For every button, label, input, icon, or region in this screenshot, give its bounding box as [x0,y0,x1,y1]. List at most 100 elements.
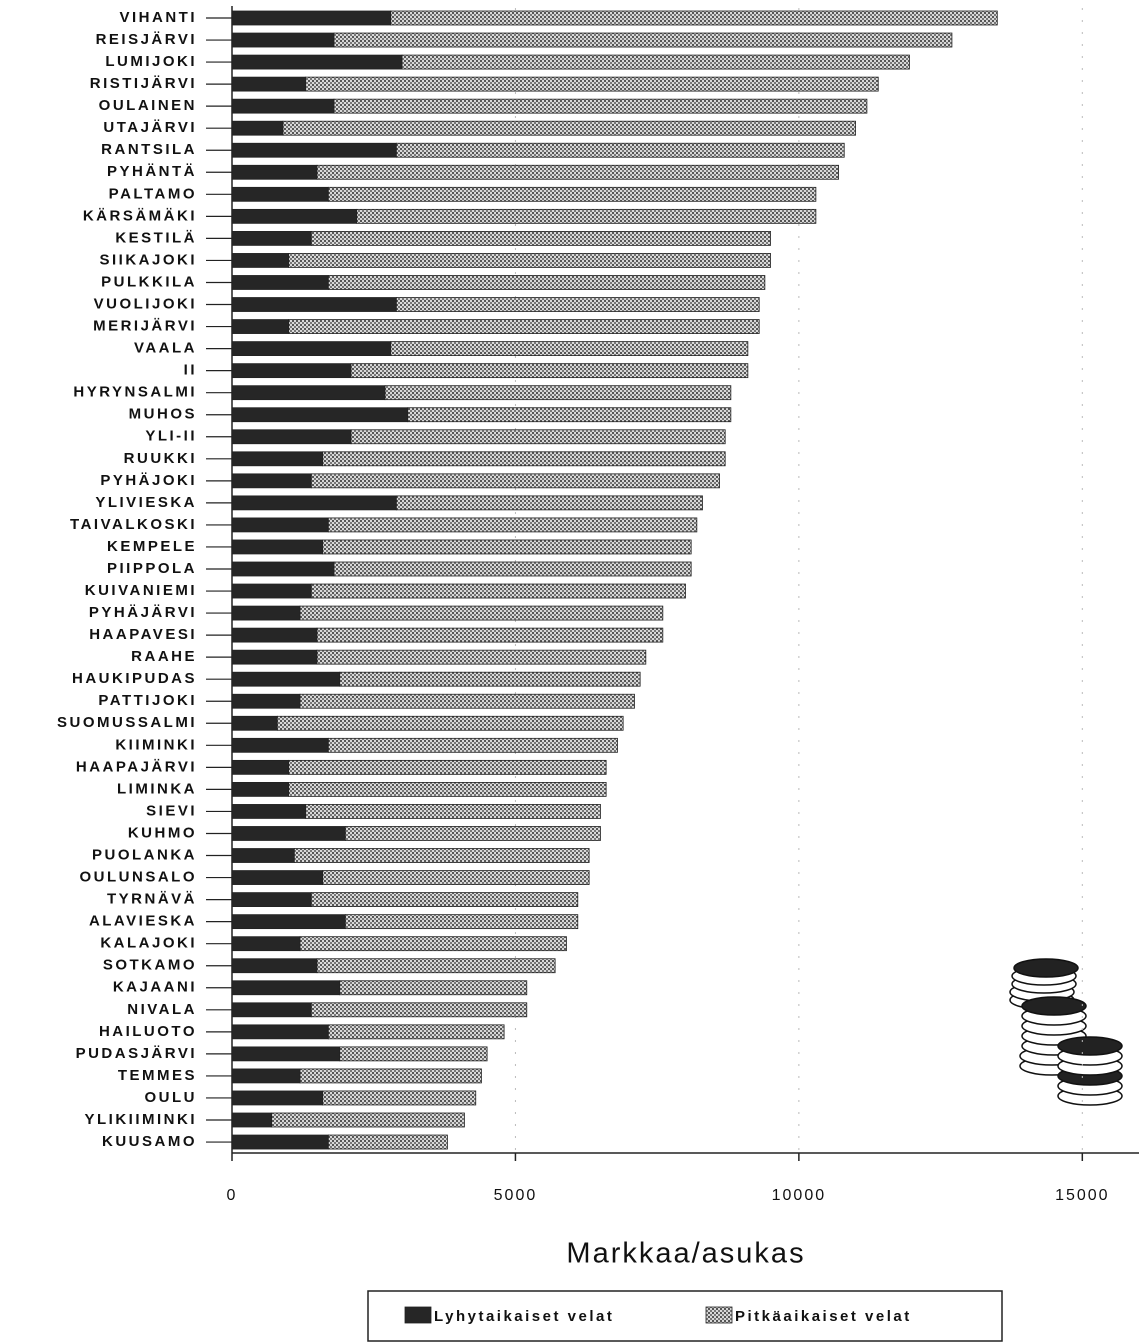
y-tick-label: SIIKAJOKI [99,251,197,268]
y-tick-label: KÄRSÄMÄKI [83,207,197,224]
bar-segment [401,54,910,70]
bar-segment [310,892,579,907]
y-tick-label: YLIVIESKA [95,494,197,511]
y-tick-label: VUOLIJOKI [94,295,197,312]
x-tick-label: 0 [227,1187,238,1204]
y-tick-label: PUOLANKA [92,846,197,863]
y-tick-label: OULAINEN [99,97,197,114]
y-tick-label: PYHÄJOKI [100,472,197,489]
y-tick-label: RAAHE [131,648,197,665]
y-tick-label: VAALA [134,340,197,357]
y-tick-label: HAAPAJÄRVI [76,758,197,775]
bar-segment [231,10,392,26]
y-tick-label: MUHOS [129,406,197,423]
bar-segment [231,32,335,48]
bar-segment [231,561,335,577]
bar-segment [231,715,278,731]
y-tick-label: KIIMINKI [115,736,197,753]
y-tick-label: KUIVANIEMI [85,582,197,599]
y-tick-label: MERIJÄRVI [93,318,197,335]
y-tick-label: NIVALA [127,1001,197,1018]
bar-segment [231,914,346,930]
y-tick-label: KAJAANI [113,979,197,996]
bar-segment [231,759,290,775]
bar-segment [327,517,698,533]
bar-segment [231,1024,329,1040]
y-tick-label: HAAPAVESI [89,626,197,643]
bar-segment [299,605,664,621]
bar-segment [327,186,817,202]
bar-segment [231,297,397,312]
bar-segment [231,892,312,907]
bar-segment [327,1024,505,1040]
y-tick-label: TAIVALKOSKI [70,516,197,533]
bar-segment [231,539,324,555]
legend-label: Lyhytaikaiset velat [434,1308,614,1325]
bar-segment [276,715,624,731]
bar-segment [390,341,749,357]
y-tick-label: TYRNÄVÄ [107,891,197,908]
bar-segment [231,98,335,114]
y-tick-label: KUHMO [128,824,197,841]
bar-segment [231,429,352,445]
bar-segment [310,1002,528,1018]
bar-segment [299,1068,482,1084]
bar-segment [231,693,301,709]
bar-segment [288,253,771,268]
x-axis-title: Markkaa/asukas [566,1238,805,1270]
bar-segment [231,870,324,885]
y-tick-label: ALAVIESKA [89,913,197,930]
y-tick-label: OULU [145,1089,198,1106]
y-tick-label: SIEVI [146,802,197,819]
bar-segment [327,1134,448,1150]
y-tick-label: PUDASJÄRVI [76,1045,197,1062]
bar-segment [316,958,556,974]
x-tick-label: 5000 [494,1187,538,1204]
bar-segment [356,208,817,224]
bar-segment [231,208,358,224]
bar-segment [231,583,312,599]
bar-segment [282,120,856,136]
bar-segment [339,1046,488,1062]
y-tick-label: RISTIJÄRVI [90,75,197,92]
bar-segment [299,693,635,709]
bar-segment [407,407,732,423]
bar-segment [395,495,703,511]
bar-segment [310,473,720,489]
bar-segment [231,341,392,357]
bar-segment [231,1112,273,1128]
legend-swatch [705,1306,733,1324]
bar-segment [395,297,760,312]
bar-segment [231,649,318,665]
y-tick-label: HAUKIPUDAS [72,670,197,687]
bar-segment [339,980,528,996]
y-tick-label: LUMIJOKI [105,53,197,70]
bar-segment [231,451,324,467]
bar-segment [322,1090,477,1106]
y-tick-label: YLIKIIMINKI [85,1111,198,1128]
bar-segment [231,1002,312,1018]
y-tick-label: KESTILÄ [115,229,197,246]
x-tick-label: 15000 [1055,1187,1110,1204]
y-tick-label: SUOMUSSALMI [57,714,197,731]
bar-segment [350,429,726,445]
bar-segment [231,826,346,841]
bar-segment [305,76,879,92]
bar-segment [231,495,397,511]
bar-segment [305,804,601,819]
bar-segment [322,539,692,555]
bar-segment [231,473,312,489]
bar-segment [231,627,318,643]
y-tick-label: KUUSAMO [102,1133,197,1150]
bar-segment [231,54,403,70]
y-tick-label: HYRYNSALMI [73,384,197,401]
bar-segment [288,319,760,334]
y-tick-label: HAILUOTO [99,1023,197,1040]
bar-segment [231,671,341,687]
y-tick-label: II [184,362,197,379]
y-tick-label: OULUNSALO [80,869,198,886]
bar-segment [231,120,284,136]
bar-segment [231,980,341,996]
bar-segment [395,142,845,158]
y-tick-label: PIIPPOLA [107,560,197,577]
